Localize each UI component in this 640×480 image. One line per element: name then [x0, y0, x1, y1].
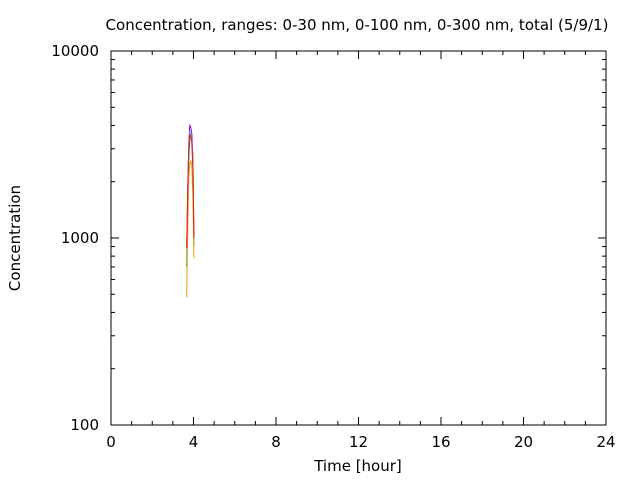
x-tick-label: 8 [271, 433, 281, 451]
y-axis-label: Concentration [6, 185, 24, 291]
x-tick-label: 20 [514, 433, 533, 451]
chart-title: Concentration, ranges: 0-30 nm, 0-100 nm… [106, 16, 609, 34]
y-axis-tick-labels: 100 1000 10000 [51, 42, 99, 434]
x-tick-label: 12 [349, 433, 368, 451]
plot-area-border [110, 50, 607, 426]
x-axis-ticks [110, 51, 607, 425]
y-tick-label: 100 [70, 416, 99, 434]
x-axis-label: Time [hour] [313, 457, 402, 475]
x-tick-label: 0 [106, 433, 116, 451]
y-tick-label: 1000 [61, 229, 99, 247]
y-tick-label: 10000 [51, 42, 99, 60]
series-layer [186, 123, 195, 298]
series-line-4 [186, 160, 195, 298]
series-line-5 [186, 133, 195, 249]
x-tick-label: 24 [596, 433, 615, 451]
x-tick-label: 16 [431, 433, 450, 451]
x-tick-label: 4 [189, 433, 199, 451]
y-axis-ticks [111, 50, 606, 426]
x-axis-tick-labels: 0 4 8 12 16 20 24 [106, 433, 615, 451]
